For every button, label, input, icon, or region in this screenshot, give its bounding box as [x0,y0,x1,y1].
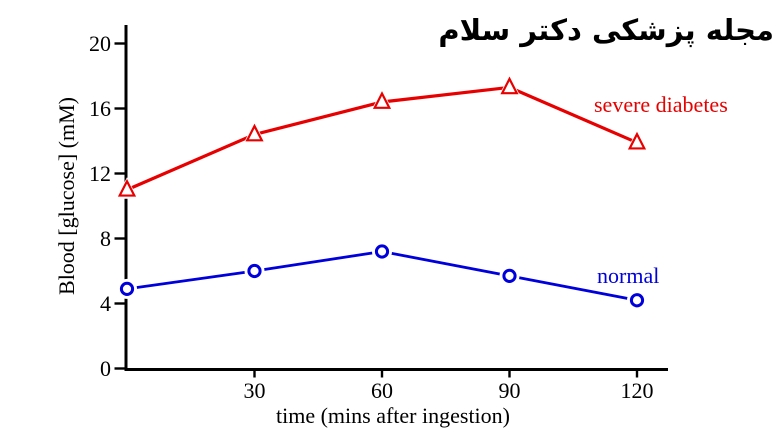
triangle-marker [245,123,264,142]
y-tick-label: 8 [100,226,111,251]
triangle-marker [500,76,519,95]
y-tick-label: 0 [100,356,111,381]
y-axis-label: Blood [glucose] (mM) [54,97,79,295]
triangle-marker [372,91,392,109]
series-label-severe-diabetes: severe diabetes [594,92,728,117]
x-tick-label: 120 [621,378,654,403]
x-tick-label: 30 [244,378,266,403]
x-axis-label: time (mins after ingestion) [276,403,510,428]
circle-marker [502,268,517,283]
y-tick-label: 16 [89,96,111,121]
circle-marker [374,244,390,259]
watermark-title: مجله پزشکی دکتر سلام [438,13,774,47]
y-tick-label: 4 [100,291,111,316]
triangle-marker [627,131,647,150]
circle-marker [629,293,645,308]
circle-marker [247,263,262,279]
circle-marker [119,281,135,296]
y-tick-label: 20 [89,31,111,56]
triangle-marker [117,178,137,197]
x-tick-label: 90 [499,378,521,403]
series-label-normal: normal [597,263,659,288]
y-tick-label: 12 [89,161,111,186]
x-tick-label: 60 [371,378,393,403]
